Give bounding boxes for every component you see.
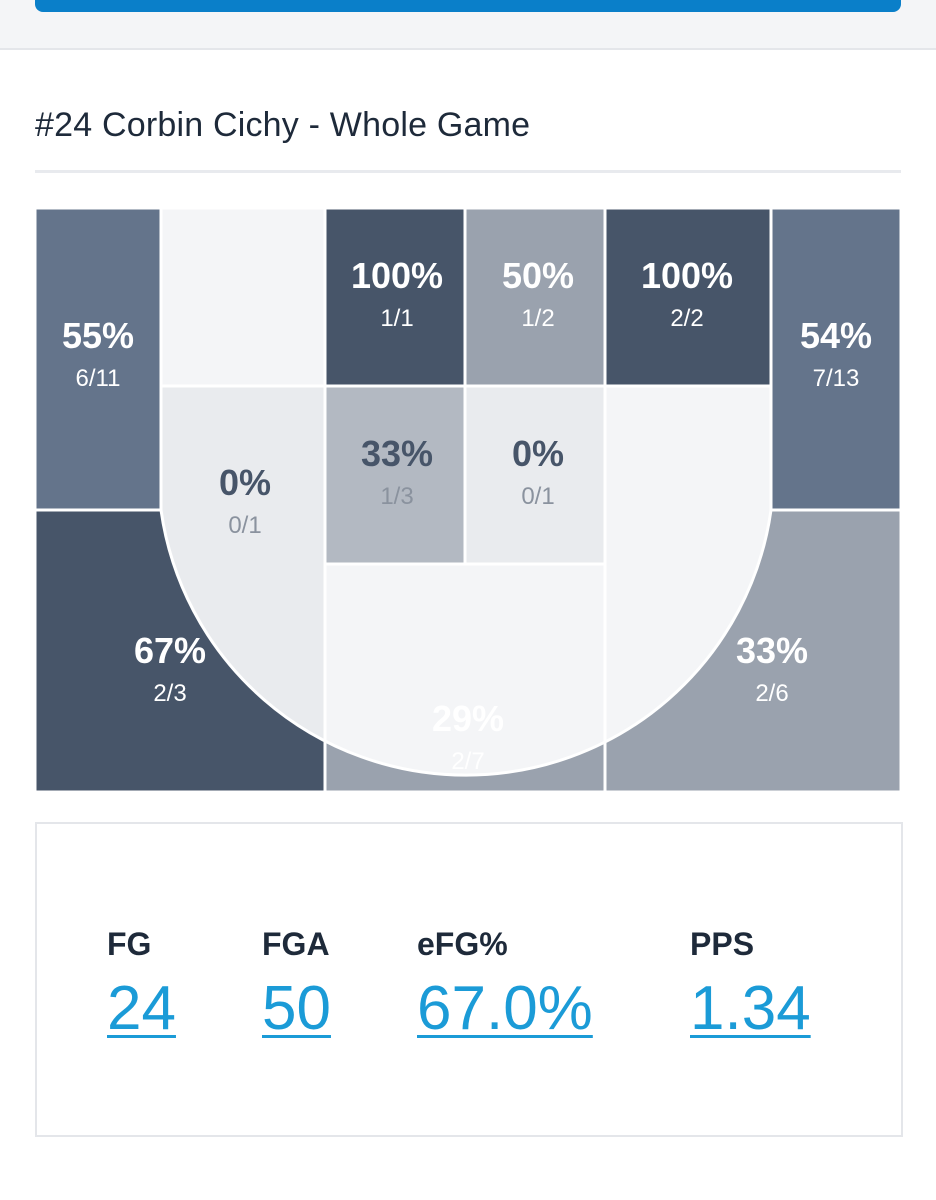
zone-pct-label: 100% <box>641 255 733 296</box>
top-action-button[interactable] <box>35 0 901 12</box>
zone-top-key-mid[interactable] <box>323 562 607 792</box>
stat-fga-value-link[interactable]: 50 <box>262 974 331 1043</box>
zone-paint-left[interactable] <box>323 208 467 388</box>
three-point-arc <box>159 509 773 777</box>
zone-frac-label: 1/1 <box>380 305 413 332</box>
top-strip <box>0 0 936 50</box>
zone-pct-label: 29% <box>432 698 504 739</box>
zone-frac-label: 2/3 <box>153 680 186 707</box>
zone-frac-label: 7/13 <box>813 365 860 392</box>
zone-pct-label: 0% <box>512 433 564 474</box>
zone-paint-left-high[interactable] <box>323 384 467 566</box>
page-title: #24 Corbin Cichy - Whole Game <box>35 106 531 144</box>
stat-pps-value-link[interactable]: 1.34 <box>690 974 811 1043</box>
shot-chart: 55% 6/11 67% 2/3 29% 2/7 33% 2/6 54% 7/13 0% 0/1 100… <box>33 206 903 797</box>
zone-pct-label: 33% <box>361 433 433 474</box>
zone-paint-right[interactable] <box>463 208 607 388</box>
zone-left-baseline-mid[interactable] <box>161 208 327 388</box>
zone-frac-label: 6/11 <box>76 365 121 392</box>
zone-frac-label: 2/7 <box>451 748 484 775</box>
zone-pct-label: 100% <box>351 255 443 296</box>
zone-paint-right-high[interactable] <box>463 384 607 566</box>
zone-pct-label: 33% <box>736 630 808 671</box>
zone-frac-label: 0/1 <box>521 483 554 510</box>
stat-fg: FG 24 <box>107 926 176 1042</box>
stat-fg-value-link[interactable]: 24 <box>107 974 176 1043</box>
stat-label: FGA <box>262 926 330 962</box>
zone-pct-label: 54% <box>800 315 872 356</box>
zone-frac-label: 1/2 <box>521 305 554 332</box>
stats-panel: FG 24 FGA 50 eFG% 67.0% PPS 1.34 <box>35 822 903 1137</box>
shot-chart-svg: 55% 6/11 67% 2/3 29% 2/7 33% 2/6 54% 7/13 0% 0/1 100… <box>33 206 903 792</box>
zone-right-corner-three[interactable] <box>769 206 903 512</box>
zone-left-corner-three[interactable] <box>33 206 163 512</box>
zone-frac-label: 2/2 <box>670 305 703 332</box>
stat-fga: FGA 50 <box>262 926 331 1042</box>
title-divider <box>35 170 901 173</box>
stat-label: FG <box>107 926 152 962</box>
stat-efg: eFG% 67.0% <box>417 926 593 1042</box>
zone-pct-label: 50% <box>502 255 574 296</box>
stat-label: eFG% <box>417 926 508 962</box>
zone-right-baseline-mid[interactable] <box>603 208 771 388</box>
zone-frac-label: 2/6 <box>755 680 788 707</box>
zone-pct-label: 67% <box>134 630 206 671</box>
stat-efg-value-link[interactable]: 67.0% <box>417 974 593 1043</box>
stat-pps: PPS 1.34 <box>690 926 811 1042</box>
stat-label: PPS <box>690 926 755 962</box>
zone-pct-label: 0% <box>219 462 271 503</box>
zone-pct-label: 55% <box>62 315 134 356</box>
zone-frac-label: 1/3 <box>380 483 413 510</box>
zone-frac-label: 0/1 <box>228 512 261 539</box>
